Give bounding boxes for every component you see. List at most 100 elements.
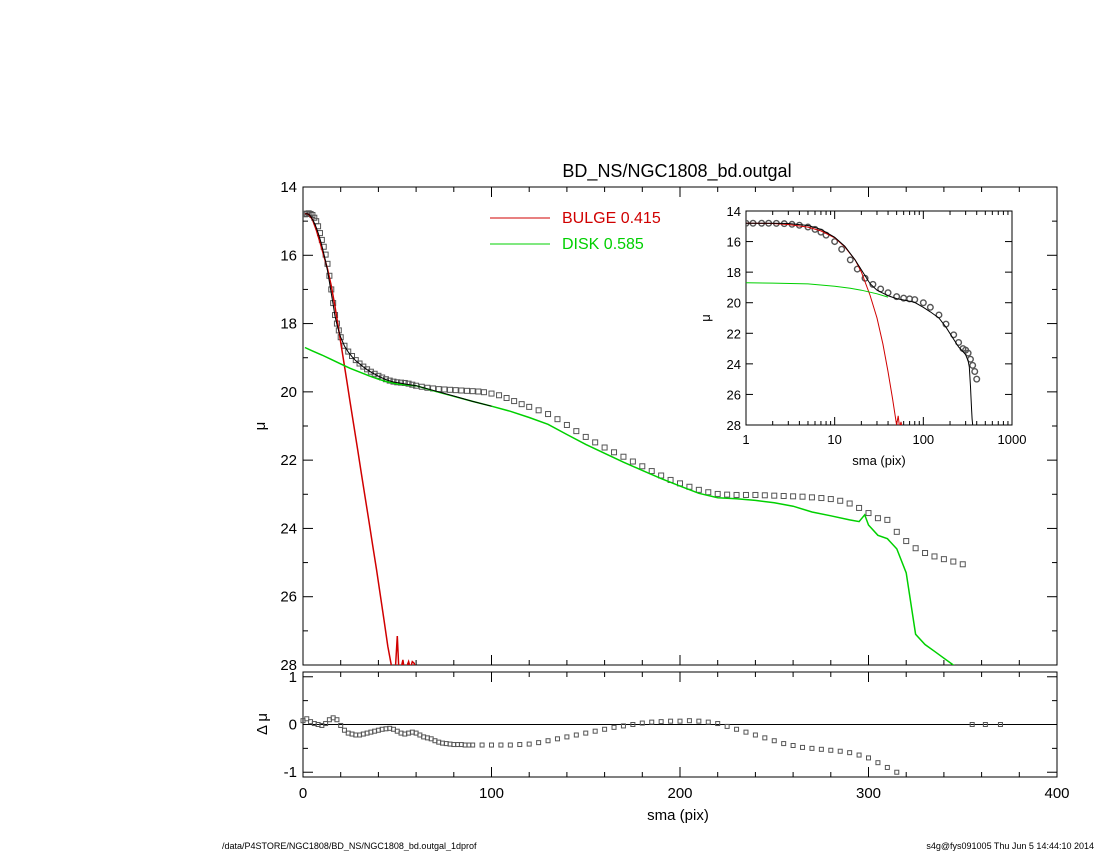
residual-point <box>338 722 344 728</box>
inset-observed-point <box>811 225 819 233</box>
residual-y-axis-label: Δ μ <box>254 713 271 735</box>
residual-point <box>809 745 815 751</box>
main-y-tick-label: 14 <box>280 179 297 196</box>
residual-point <box>517 742 523 748</box>
main-observed-point <box>752 491 759 498</box>
legend-disk-label: DISK 0.585 <box>562 236 644 253</box>
main-observed-point <box>959 561 966 568</box>
main-observed-point <box>912 545 919 552</box>
inset-observed-point <box>926 303 934 311</box>
residual-point <box>771 738 777 744</box>
main-observed-point <box>475 388 482 395</box>
main-y-axis-label: μ <box>252 422 269 431</box>
residual-point <box>743 729 749 735</box>
main-observed-point <box>856 504 863 511</box>
residual-point <box>649 719 655 725</box>
inset-y-tick-label: 28 <box>727 418 741 433</box>
residual-point <box>602 726 608 732</box>
main-observed-point <box>742 491 749 498</box>
residual-point <box>762 735 768 741</box>
residual-point <box>583 730 589 736</box>
main-series <box>303 210 966 665</box>
legend: BULGE 0.415 DISK 0.585 <box>490 210 661 253</box>
main-observed-point <box>447 386 454 393</box>
main-y-tick-label: 22 <box>280 452 297 469</box>
main-y-tick-label: 16 <box>280 247 297 264</box>
inset-panel-frame <box>745 210 1013 426</box>
main-observed-point <box>611 449 618 456</box>
inset-y-tick-label: 22 <box>727 326 741 341</box>
residual-point <box>592 728 598 734</box>
inset-y-tick-label: 20 <box>727 296 741 311</box>
main-observed-point <box>950 558 957 565</box>
inset-x-tick-label: 10 <box>827 432 841 447</box>
main-observed-point <box>884 516 891 523</box>
chart-title: BD_NS/NGC1808_bd.outgal <box>562 161 791 182</box>
legend-bulge-label: BULGE 0.415 <box>562 210 661 227</box>
main-observed-point <box>893 528 900 535</box>
main-observed-point <box>903 538 910 545</box>
residual-point <box>969 722 975 727</box>
residual-point <box>705 719 711 725</box>
inset-observed-point <box>973 375 981 383</box>
residual-point <box>800 744 806 750</box>
inset-observed-point <box>838 245 846 253</box>
residual-point <box>536 740 542 746</box>
residual-x-axis-label: sma (pix) <box>647 807 709 824</box>
main-observed-point <box>592 439 599 446</box>
inset-model-line <box>746 222 974 425</box>
main-y-tick-label: 26 <box>280 589 297 606</box>
main-observed-point <box>349 353 356 360</box>
residual-point <box>498 742 504 748</box>
residual-point <box>734 726 740 732</box>
main-observed-point <box>480 389 487 396</box>
main-observed-point <box>827 496 834 503</box>
main-observed-point <box>874 515 881 522</box>
inset-observed-point <box>969 361 977 369</box>
main-model-line <box>304 213 492 407</box>
residual-point <box>724 723 730 729</box>
main-y-tick-label: 18 <box>280 316 297 333</box>
residual-point <box>611 724 617 730</box>
residual-point <box>479 742 485 748</box>
residual-point <box>470 742 476 748</box>
residual-point <box>564 734 570 740</box>
main-observed-point <box>705 489 712 496</box>
inset-y-tick-label: 14 <box>727 204 741 219</box>
main-observed-point <box>790 493 797 500</box>
inset-series <box>746 219 981 425</box>
main-bulge-line <box>304 212 416 665</box>
main-ticks: 14 16 18 20 22 24 26 28 <box>280 179 1058 674</box>
main-observed-point <box>629 458 636 465</box>
inset-y-tick-label: 18 <box>727 265 741 280</box>
main-observed-point <box>452 387 459 394</box>
inset-x-tick-label: 1000 <box>998 432 1027 447</box>
main-observed-point <box>940 556 947 563</box>
main-observed-point <box>545 411 552 418</box>
main-observed-point <box>846 500 853 507</box>
residual-point <box>847 750 853 756</box>
main-observed-point <box>356 360 363 367</box>
main-observed-point <box>714 490 721 497</box>
main-observed-point <box>761 492 768 499</box>
residual-y-tick-label: -1 <box>284 764 297 781</box>
residual-point <box>323 721 329 727</box>
main-observed-point <box>469 388 476 395</box>
inset-x-axis-label: sma (pix) <box>852 453 905 468</box>
footer-file-path: /data/P4STORE/NGC1808/BD_NS/NGC1808_bd.o… <box>222 841 477 851</box>
residual-x-tick-label: 400 <box>1044 785 1069 802</box>
residual-x-tick-label: 0 <box>299 785 307 802</box>
residual-point <box>489 742 494 748</box>
residual-point <box>818 746 824 752</box>
main-observed-point <box>648 468 655 475</box>
main-observed-point <box>511 398 518 405</box>
inset-x-tick-label: 1 <box>742 432 749 447</box>
inset-y-tick-label: 26 <box>727 387 741 402</box>
main-observed-point <box>345 348 352 355</box>
main-y-tick-label: 20 <box>280 384 297 401</box>
residual-point <box>554 736 560 742</box>
main-observed-point <box>601 444 608 451</box>
inset-ticks: 14 16 18 20 22 24 26 281 10 100 1000 <box>727 204 1027 447</box>
residual-point <box>507 742 513 748</box>
